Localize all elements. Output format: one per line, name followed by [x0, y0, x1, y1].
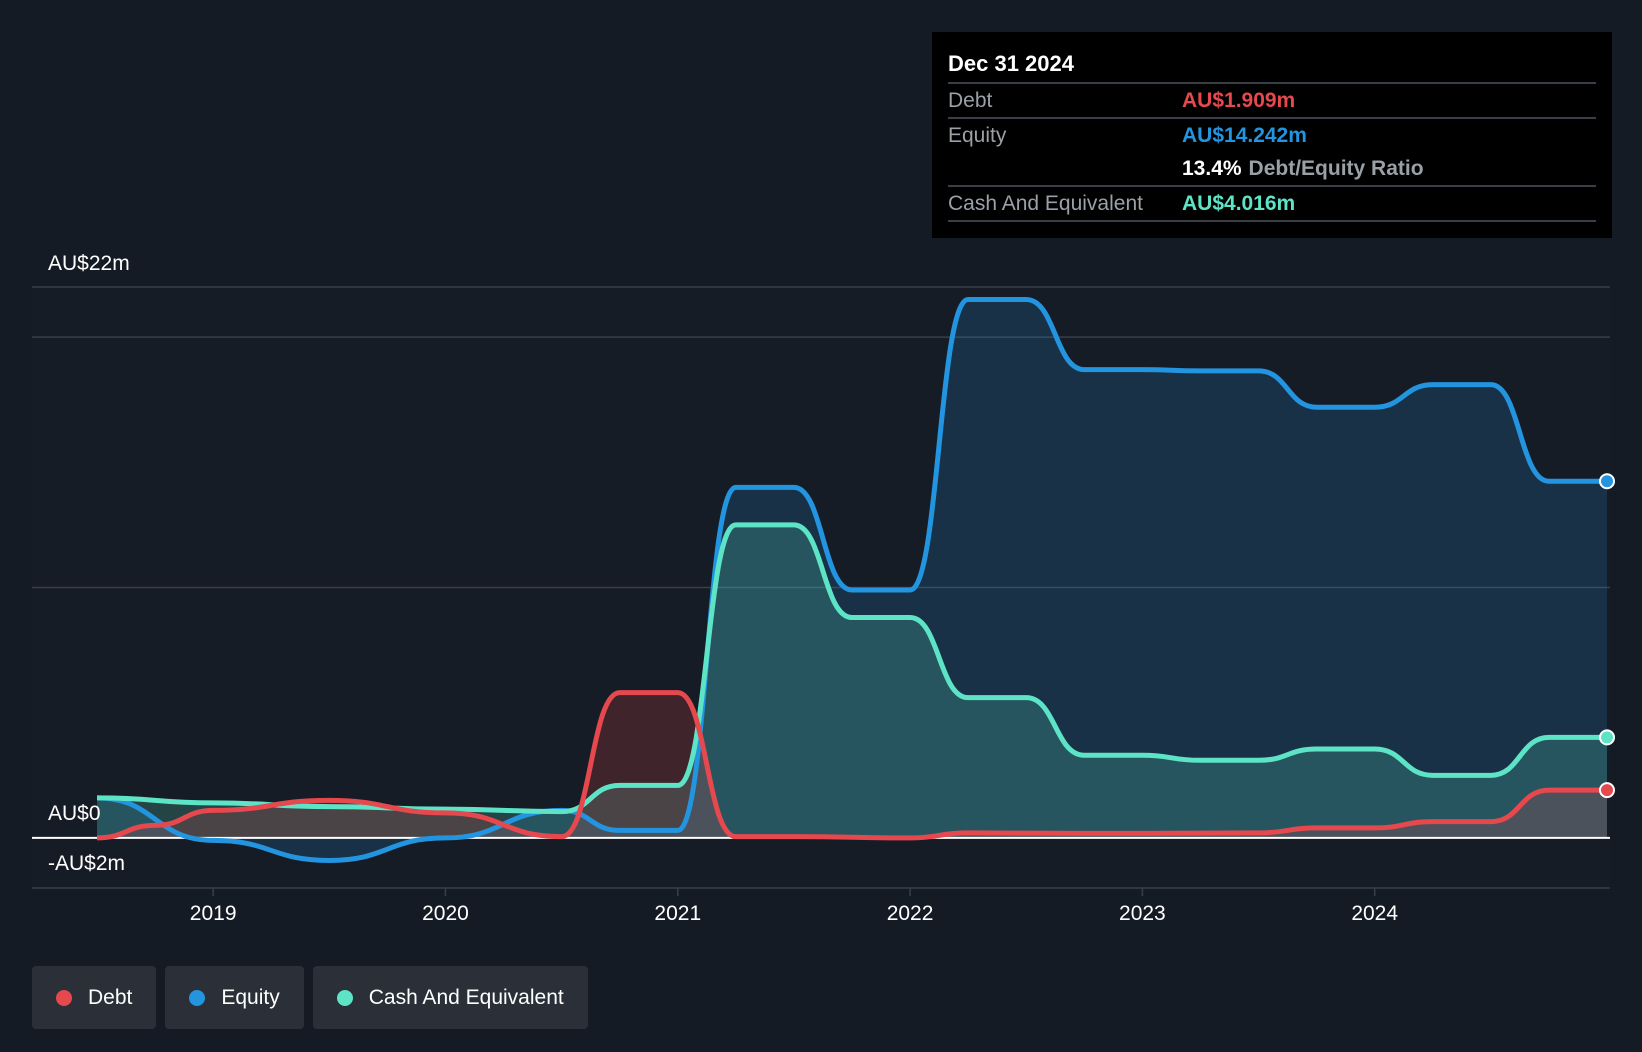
tooltip: Dec 31 2024 Debt AU$1.909m Equity AU$14.… [932, 32, 1612, 238]
cash-line [96, 522, 1607, 815]
legend-dot-equity [189, 989, 206, 1006]
equity-line [96, 297, 1607, 863]
cash-end-marker [1599, 729, 1615, 746]
legend: Debt Equity Cash And Equivalent [32, 966, 588, 1029]
x-tick-label: 2022 [887, 902, 934, 925]
legend-label-debt: Debt [88, 985, 133, 1009]
legend-label-equity: Equity [221, 985, 280, 1009]
tooltip-cash-value: AU$4.016m [1182, 191, 1296, 215]
y-tick-label: -AU$2m [48, 852, 125, 875]
x-tick-label: 2024 [1351, 902, 1398, 925]
y-tick-label: AU$0 [48, 802, 101, 825]
tooltip-ratio-value: 13.4% [1182, 156, 1242, 180]
tooltip-equity-label: Equity [948, 123, 1007, 147]
x-tick-label: 2019 [190, 902, 237, 925]
tooltip-row-ratio: 13.4% Debt/Equity Ratio [948, 152, 1596, 185]
debt-line [96, 690, 1607, 841]
equity-end-marker [1599, 473, 1615, 490]
tooltip-row-debt: Debt AU$1.909m [948, 82, 1596, 117]
y-tick-label: AU$22m [48, 252, 130, 275]
tooltip-debt-value: AU$1.909m [1182, 88, 1296, 112]
legend-item-cash[interactable]: Cash And Equivalent [312, 966, 588, 1029]
legend-dot-cash [336, 989, 353, 1006]
tooltip-row-equity: Equity AU$14.242m [948, 117, 1596, 152]
legend-item-debt[interactable]: Debt [32, 966, 157, 1029]
cash-area [97, 524, 1607, 838]
tooltip-debt-label: Debt [948, 88, 993, 112]
x-tick-label: 2021 [654, 902, 701, 925]
legend-item-equity[interactable]: Equity [165, 966, 304, 1029]
tooltip-date: Dec 31 2024 [948, 51, 1074, 76]
x-tick-label: 2023 [1119, 902, 1166, 925]
tooltip-equity-value: AU$14.242m [1182, 123, 1307, 147]
tooltip-cash-label: Cash And Equivalent [948, 191, 1143, 215]
x-tick-label: 2020 [422, 902, 469, 925]
tooltip-row-cash: Cash And Equivalent AU$4.016m [948, 185, 1596, 222]
equity-area [97, 299, 1607, 861]
legend-dot-debt [56, 989, 72, 1006]
tooltip-ratio-label: Debt/Equity Ratio [1248, 156, 1424, 180]
debt-end-marker [1599, 782, 1615, 799]
legend-label-cash: Cash And Equivalent [368, 985, 564, 1009]
